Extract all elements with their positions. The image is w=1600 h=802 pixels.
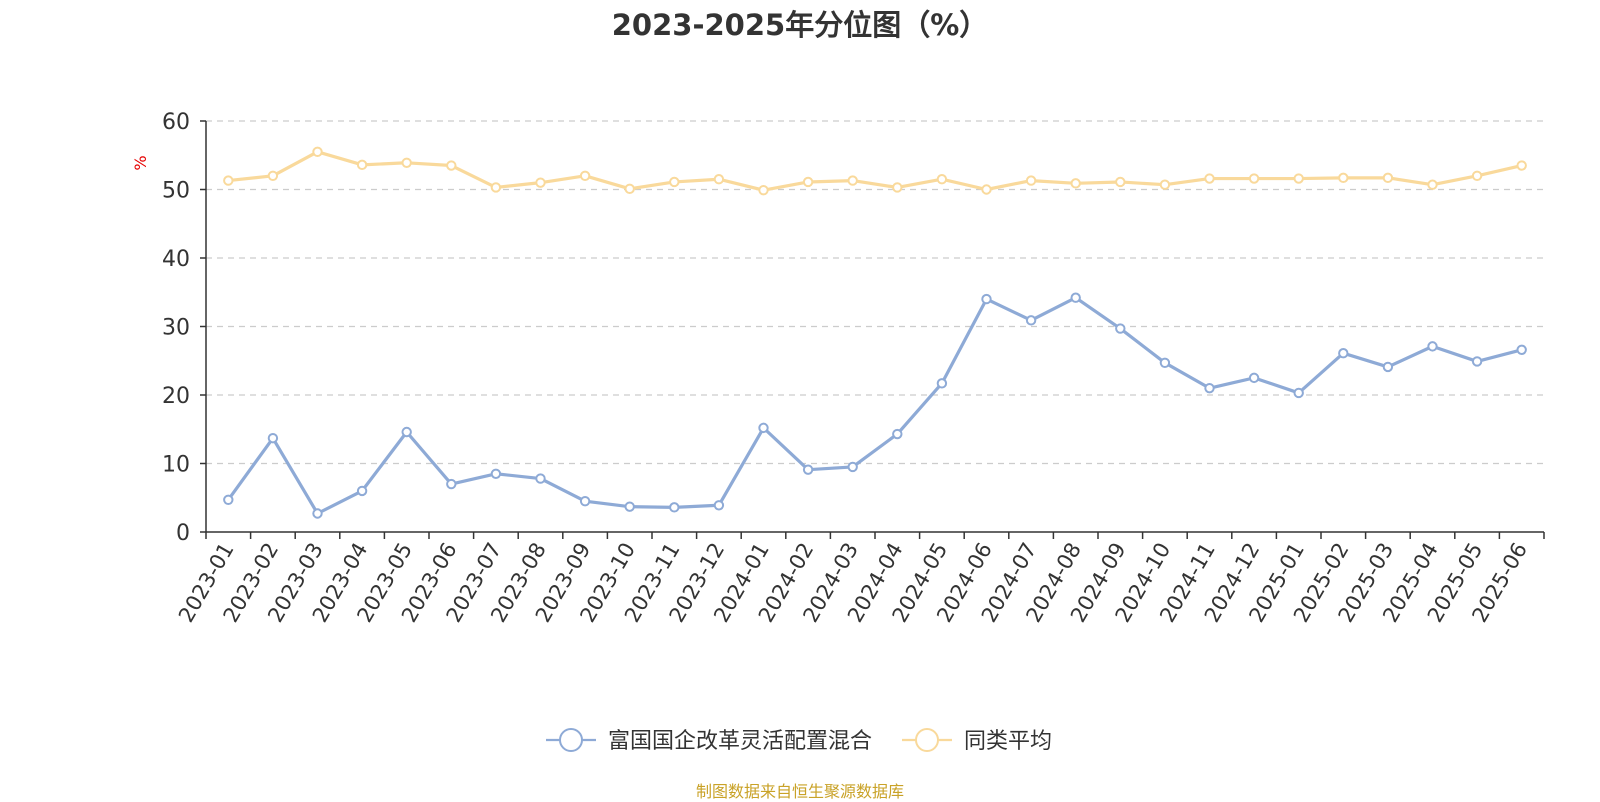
data-point (312, 508, 323, 519)
data-point (1293, 173, 1304, 184)
legend-label: 富国国企改革灵活配置混合 (608, 729, 872, 754)
y-tick-label: 50 (162, 179, 190, 204)
legend-item-2[interactable]: 同类平均 (902, 728, 1052, 754)
series-1 (223, 292, 1527, 519)
data-point (892, 182, 903, 193)
series-2 (223, 146, 1527, 196)
data-point (1248, 372, 1260, 384)
data-point (1293, 387, 1304, 399)
data-point (1204, 173, 1215, 184)
data-point (1025, 315, 1037, 326)
data-point (802, 176, 814, 188)
data-point (1070, 178, 1081, 189)
data-point (758, 184, 769, 196)
data-point (267, 170, 279, 182)
data-point (936, 174, 948, 185)
data-point (535, 473, 546, 484)
data-point (579, 170, 591, 182)
data-point (1115, 323, 1126, 334)
data-point (401, 426, 412, 438)
data-point (936, 378, 948, 389)
data-point (981, 184, 992, 195)
source-note: 制图数据来自恒生聚源数据库 (695, 782, 904, 801)
data-point (1382, 361, 1394, 373)
data-point (490, 468, 502, 479)
data-point (1070, 292, 1081, 303)
data-point (1427, 179, 1438, 190)
data-point (1159, 357, 1171, 369)
y-axis-unit: % (131, 155, 150, 170)
data-point (1382, 172, 1394, 184)
series-line (228, 150, 1523, 192)
chart-title: 2023-2025年分位图（%） (611, 8, 989, 42)
data-point (356, 485, 368, 497)
data-point (1248, 173, 1260, 184)
data-point (1338, 172, 1349, 184)
data-point (223, 494, 234, 506)
y-tick-label: 60 (162, 110, 190, 135)
data-point (847, 175, 858, 186)
data-point (1204, 382, 1215, 394)
data-point (579, 495, 591, 507)
data-point (624, 183, 635, 195)
axes: 01020304050602023-012023-022023-032023-0… (162, 110, 1545, 626)
data-point (223, 175, 234, 186)
data-point (312, 146, 323, 158)
data-point (535, 177, 546, 188)
data-point (356, 159, 368, 171)
data-point (401, 157, 412, 168)
data-point (1025, 175, 1037, 186)
legend-marker (559, 728, 583, 752)
data-point (1115, 176, 1126, 188)
series (223, 146, 1527, 519)
data-point (802, 464, 814, 475)
data-point (847, 461, 858, 473)
grid-lines (206, 120, 1544, 465)
y-tick-label: 20 (162, 384, 190, 409)
y-tick-label: 40 (162, 247, 190, 272)
data-point (624, 501, 635, 512)
y-tick-label: 30 (162, 316, 190, 341)
y-tick-label: 10 (162, 453, 190, 478)
data-point (490, 182, 502, 193)
data-point (669, 502, 680, 513)
data-point (1516, 160, 1527, 171)
data-point (446, 478, 457, 490)
data-point (981, 293, 992, 305)
data-point (1471, 356, 1483, 367)
data-point (713, 174, 725, 185)
series-line (227, 296, 1523, 516)
data-point (713, 500, 725, 511)
data-point (1427, 341, 1438, 352)
data-point (446, 160, 457, 171)
legend-marker (915, 728, 939, 752)
data-point (1338, 348, 1349, 359)
data-point (669, 176, 680, 188)
y-tick-label: 0 (176, 521, 190, 546)
legend[interactable]: 富国国企改革灵活配置混合 同类平均 (546, 728, 1052, 754)
data-point (892, 428, 903, 440)
data-point (1516, 344, 1527, 355)
legend-item-1[interactable]: 富国国企改革灵活配置混合 (546, 728, 872, 754)
data-point (1159, 179, 1171, 190)
data-point (758, 422, 769, 434)
legend-label: 同类平均 (964, 729, 1052, 754)
data-point (267, 432, 279, 444)
data-point (1471, 170, 1483, 182)
